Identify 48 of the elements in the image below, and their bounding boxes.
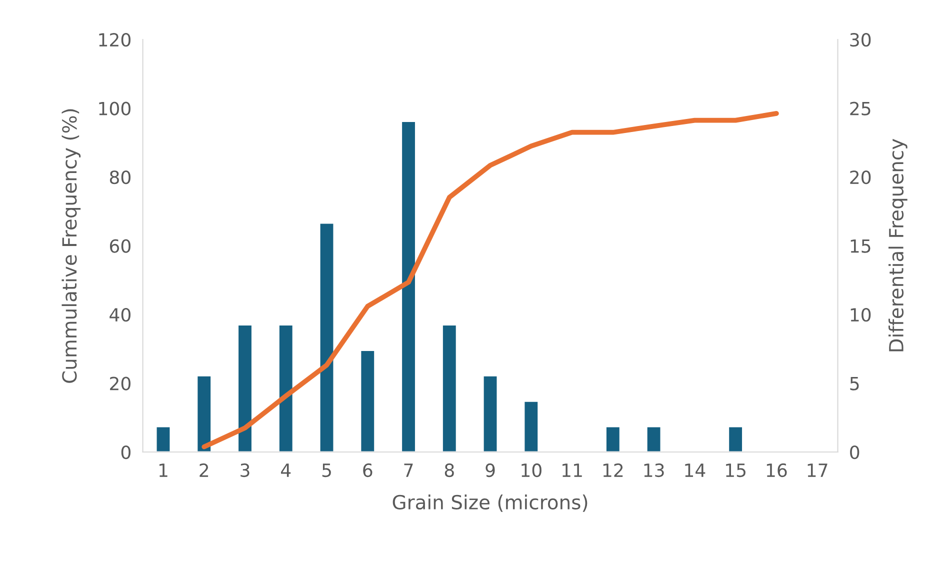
y2-tick-label: 10 [850,308,871,322]
y-tick-label: 120 [99,33,130,47]
x-tick-label: 12 [603,463,623,477]
bar [442,324,458,452]
bar [728,426,744,452]
bar [523,400,540,452]
y-tick-label: 80 [110,170,130,184]
y2-tick-label: 5 [850,376,859,390]
x-tick-label: 5 [322,464,331,478]
x-tick-label: 6 [363,463,372,478]
x-axis-title: Grain Size (microns) [392,494,588,512]
bar [278,324,294,452]
y-tick-label: 100 [99,102,130,116]
x-tick-label: 14 [685,464,706,477]
bar [237,324,253,452]
y-tick-label: 0 [121,445,130,460]
bar [318,222,335,452]
bar [196,375,212,452]
x-tick-label: 15 [726,464,746,478]
y2-tick-label: 25 [850,102,870,116]
x-tick-label: 11 [562,464,582,477]
y2-tick-label: 0 [850,445,860,460]
x-tick-label: 13 [644,463,664,478]
x-tick-label: 9 [486,463,495,478]
y2-axis-title: Differential Frequency [888,138,908,352]
y2-tick-label: 15 [850,239,870,253]
y-tick-label: 40 [110,308,130,322]
x-tick-label: 1 [159,464,168,477]
x-tick-label: 7 [404,464,413,477]
bar [482,375,498,452]
bar [605,426,621,452]
y2-tick-label: 30 [850,33,871,47]
bar [360,350,376,452]
line-series [202,111,779,450]
x-tick-label: 2 [200,463,208,477]
x-tick-label: 10 [522,463,542,478]
bar [400,120,416,452]
y-tick-label: 20 [110,376,130,390]
x-tick-label: 16 [766,463,787,478]
x-tick-label: 4 [281,464,291,477]
x-tick-label: 3 [240,463,250,478]
y-tick-label: 60 [110,239,130,253]
bar [646,426,662,452]
x-tick-label: 17 [808,464,828,477]
bar [155,426,172,452]
y-axis-title: Cummulative Frequency (%) [62,109,81,383]
x-tick-label: 8 [444,463,454,478]
y2-tick-label: 20 [850,170,871,184]
